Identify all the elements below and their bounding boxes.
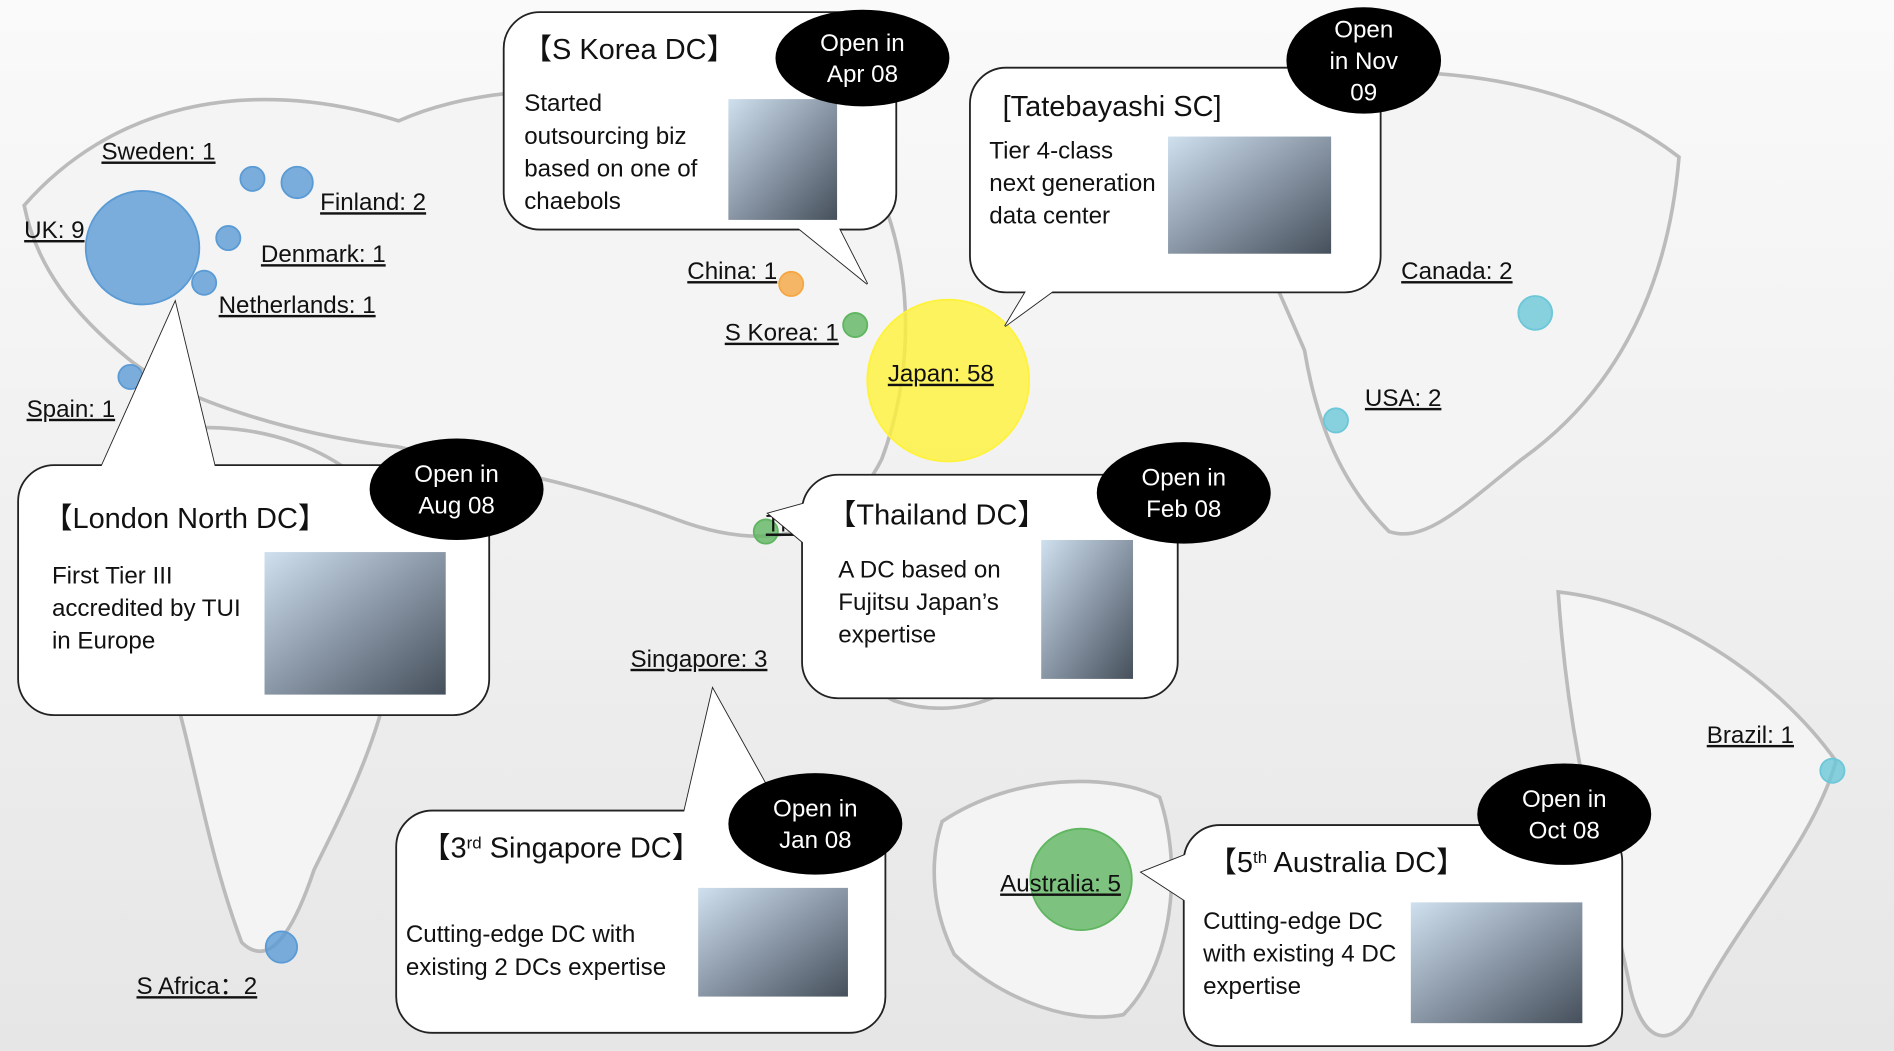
callout-text: next generation — [989, 170, 1155, 197]
callout-text: First Tier III — [52, 562, 173, 589]
badge-text: Open in — [773, 796, 858, 823]
badge-text: Open in — [414, 461, 499, 488]
callout: 【London North DC】 First Tier III accredite… — [17, 299, 544, 717]
site-label: USA: 2 — [1365, 385, 1441, 412]
callout-photo — [728, 99, 838, 220]
callout-text: Cutting-edge DC — [1203, 908, 1383, 935]
badge-text: Open in — [1141, 465, 1226, 492]
callout-text: A DC based on — [838, 556, 1000, 583]
site-label: UK: 9 — [24, 217, 84, 244]
site-bubble — [866, 298, 1031, 463]
badge-text: Aug 08 — [418, 492, 495, 519]
badge-text: Apr 08 — [827, 61, 898, 88]
site-bubble — [84, 190, 201, 306]
callout-text: data center — [989, 203, 1110, 230]
badge-text: Oct 08 — [1529, 817, 1600, 844]
callout-text: Cutting-edge DC with — [406, 921, 635, 948]
callout-text: existing 2 DCs expertise — [406, 954, 666, 981]
callout-title: 【5th Australia DC】 — [1208, 847, 1465, 879]
callout-text: accredited by TUI — [52, 595, 241, 622]
badge-text: Open in — [820, 30, 905, 57]
title-part: 【London North DC】 — [43, 503, 326, 535]
badge-text: 09 — [1350, 79, 1377, 106]
open-badge — [1096, 442, 1271, 544]
site-label: Netherlands: 1 — [219, 292, 376, 319]
badge-text: Open — [1334, 17, 1393, 44]
callout: [Tatebayashi SC] Tier 4-class next generat… — [969, 7, 1442, 327]
site-label: S Korea: 1 — [725, 320, 839, 347]
site-bubble — [239, 165, 266, 192]
callout: 【3rd Singapore DC】 Cutting-edge DC with ex… — [395, 686, 903, 1034]
site-label: Canada: 2 — [1401, 258, 1512, 285]
site-label: Brazil: 1 — [1707, 722, 1794, 749]
title-part: Singapore DC】 — [482, 833, 701, 865]
callout-text: Fujitsu Japan’s — [838, 589, 999, 616]
callout-photo — [1041, 539, 1134, 679]
badge-text: Feb 08 — [1146, 496, 1221, 523]
callout-photo — [1410, 902, 1583, 1024]
site-bubble — [280, 165, 314, 200]
callout-text: based on one of — [524, 155, 697, 182]
open-badge — [728, 773, 903, 875]
callout-tail-join — [96, 302, 218, 478]
site-bubble — [191, 269, 218, 296]
badge-text: in Nov — [1330, 48, 1398, 75]
callout: 【S Korea DC】 Started outsourcing biz based … — [502, 9, 950, 285]
site-label: Japan: 58 — [888, 361, 994, 388]
site-label: China: 1 — [687, 258, 777, 285]
callout-text: Started — [524, 90, 602, 117]
title-part: [Tatebayashi SC] — [1003, 91, 1222, 123]
callout-tail-join — [785, 217, 868, 284]
site-bubble — [1517, 295, 1554, 331]
site-bubble — [1322, 407, 1349, 434]
callout-text: Tier 4-class — [989, 137, 1113, 164]
title-part: 【5 — [1208, 847, 1253, 879]
callout-tail-join — [1141, 851, 1194, 906]
open-badge — [1477, 763, 1652, 865]
site-bubble — [215, 225, 242, 252]
callout-text: chaebols — [524, 188, 621, 215]
callout-text: with existing 4 DC — [1202, 941, 1396, 968]
site-bubble — [1819, 757, 1846, 784]
callout-tail-join — [768, 501, 812, 550]
callout-text: outsourcing biz — [524, 123, 686, 150]
callout-title: 【S Korea DC】 — [523, 34, 736, 66]
site-bubble — [1029, 827, 1133, 932]
site-label: Sweden: 1 — [101, 139, 215, 166]
site-label: Singapore: 3 — [631, 646, 768, 673]
title-part: th — [1253, 848, 1267, 867]
open-badge — [775, 9, 950, 107]
title-part: 【3 — [422, 833, 467, 865]
badge-text: Jan 08 — [779, 827, 851, 854]
title-part: rd — [467, 833, 482, 852]
open-badge — [1286, 7, 1442, 114]
open-badge — [369, 438, 544, 540]
callout-photo — [264, 552, 446, 695]
site-bubble — [752, 518, 779, 545]
site-label: Denmark: 1 — [261, 241, 386, 268]
callout: 【Thailand DC】 A DC based on Fujitsu Japan’… — [766, 442, 1271, 700]
callout-text: expertise — [1203, 973, 1301, 1000]
callout-photo — [698, 887, 848, 997]
title-part: 【S Korea DC】 — [523, 34, 736, 66]
callout-text: in Europe — [52, 628, 155, 655]
site-bubble — [264, 930, 299, 964]
callout-title: [Tatebayashi SC] — [1003, 91, 1222, 123]
callout-title: 【3rd Singapore DC】 — [422, 833, 701, 865]
callout-text: expertise — [838, 622, 936, 649]
callout-title: 【London North DC】 — [43, 503, 326, 535]
site-label: Spain: 1 — [27, 396, 116, 423]
callout-photo — [1168, 136, 1332, 254]
site-bubble — [778, 270, 805, 297]
site-bubble — [842, 312, 869, 338]
site-label: Finland: 2 — [320, 189, 426, 216]
title-part: 【Thailand DC】 — [827, 499, 1046, 531]
site-label: Australia: 5 — [1000, 870, 1121, 897]
callout-title: 【Thailand DC】 — [827, 499, 1046, 531]
title-part: Australia DC】 — [1267, 847, 1465, 879]
callout: 【5th Australia DC】 Cutting-edge DC with ex… — [1139, 763, 1652, 1048]
site-label: S Africa：2 — [136, 973, 257, 1000]
badge-text: Open in — [1522, 786, 1607, 813]
